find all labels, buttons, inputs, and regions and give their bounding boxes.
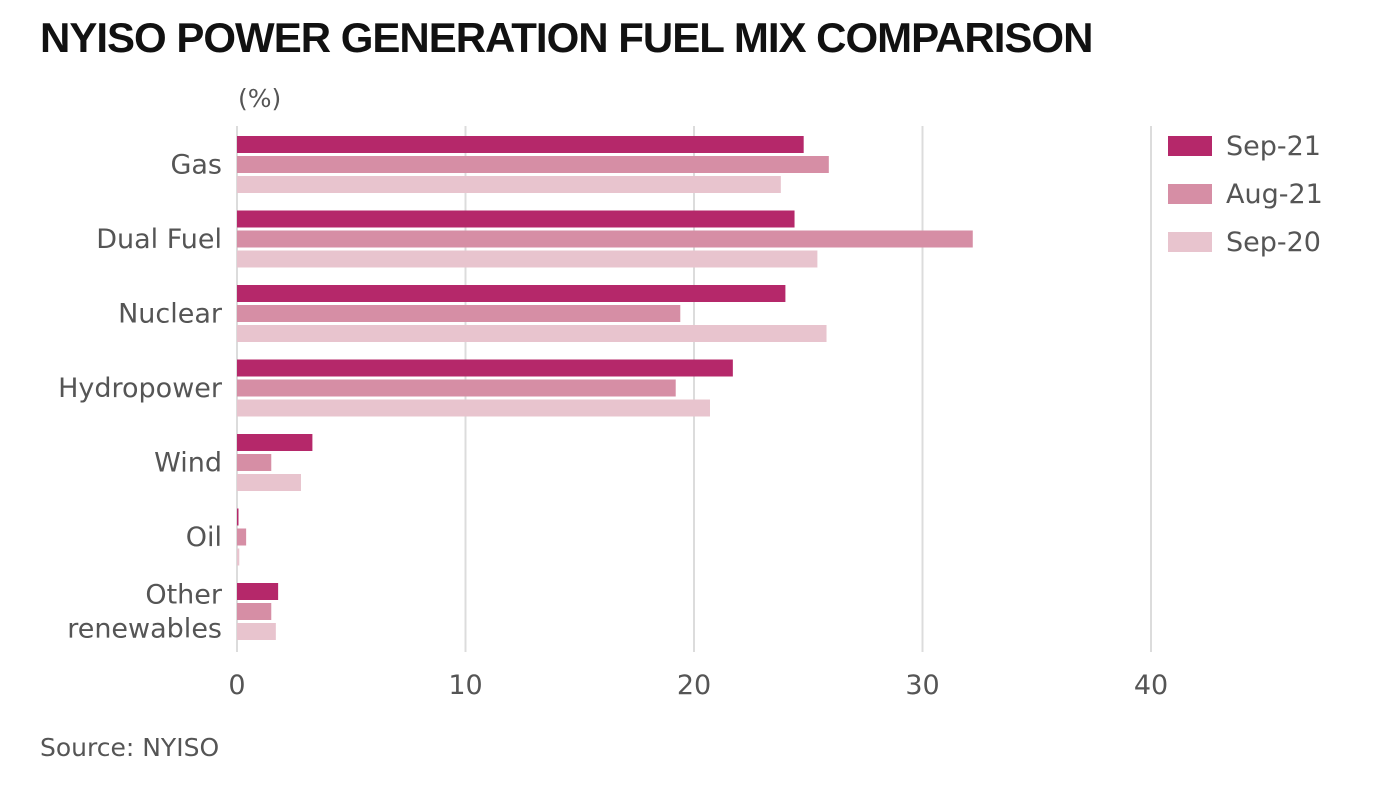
category-label: renewables xyxy=(67,614,222,645)
x-tick-label: 20 xyxy=(677,670,711,701)
source-note: Source: NYISO xyxy=(40,733,220,762)
legend-item-aug-21: Aug-21 xyxy=(1168,170,1323,218)
bar-dual-fuel-sep-20 xyxy=(237,250,818,268)
legend-swatch xyxy=(1168,136,1212,156)
bar-wind-sep-21 xyxy=(237,434,313,451)
bar-other-renewables-aug-21 xyxy=(237,603,272,620)
bar-nuclear-sep-21 xyxy=(237,285,786,302)
axis-labels: 0 10 20 30 40 Gas Dual Fuel Nuclear Hydropower Wi… xyxy=(58,150,1168,702)
bar-gas-sep-20 xyxy=(237,176,781,193)
x-tick-label: 10 xyxy=(448,670,482,701)
bar-oil-sep-20 xyxy=(237,548,240,566)
x-tick-label: 30 xyxy=(905,670,939,701)
bar-dual-fuel-aug-21 xyxy=(237,230,973,248)
legend-swatch xyxy=(1168,184,1212,204)
bar-gas-aug-21 xyxy=(237,156,829,173)
chart-title: NYISO POWER GENERATION FUEL MIX COMPARIS… xyxy=(40,14,1093,61)
bar-gas-sep-21 xyxy=(237,136,804,153)
bar-hydropower-sep-21 xyxy=(237,359,733,377)
category-label: Hydropower xyxy=(58,373,223,404)
bar-oil-aug-21 xyxy=(237,528,247,546)
legend-label: Sep-20 xyxy=(1226,226,1321,258)
category-label: Wind xyxy=(154,448,222,479)
legend-label: Aug-21 xyxy=(1226,178,1323,210)
x-tick-label: 0 xyxy=(228,670,245,701)
bar-oil-sep-21 xyxy=(237,508,239,526)
category-label: Other xyxy=(145,580,223,611)
bar-nuclear-aug-21 xyxy=(237,305,681,322)
x-tick-label: 40 xyxy=(1134,670,1168,701)
legend-label: Sep-21 xyxy=(1226,130,1321,162)
category-label: Nuclear xyxy=(118,299,223,330)
bar-hydropower-sep-20 xyxy=(237,399,710,417)
unit-label: (%) xyxy=(238,84,282,113)
bar-wind-sep-20 xyxy=(237,474,301,491)
category-label: Dual Fuel xyxy=(96,224,222,255)
bar-dual-fuel-sep-21 xyxy=(237,210,795,228)
bar-nuclear-sep-20 xyxy=(237,325,827,342)
bar-hydropower-aug-21 xyxy=(237,379,676,397)
bar-other-renewables-sep-21 xyxy=(237,583,279,600)
legend-item-sep-20: Sep-20 xyxy=(1168,218,1323,266)
category-label: Oil xyxy=(186,522,222,553)
bars xyxy=(237,136,973,640)
category-label: Gas xyxy=(170,150,222,181)
legend: Sep-21 Aug-21 Sep-20 xyxy=(1168,122,1323,266)
bar-wind-aug-21 xyxy=(237,454,272,471)
legend-item-sep-21: Sep-21 xyxy=(1168,122,1323,170)
legend-swatch xyxy=(1168,232,1212,252)
bar-other-renewables-sep-20 xyxy=(237,623,276,640)
